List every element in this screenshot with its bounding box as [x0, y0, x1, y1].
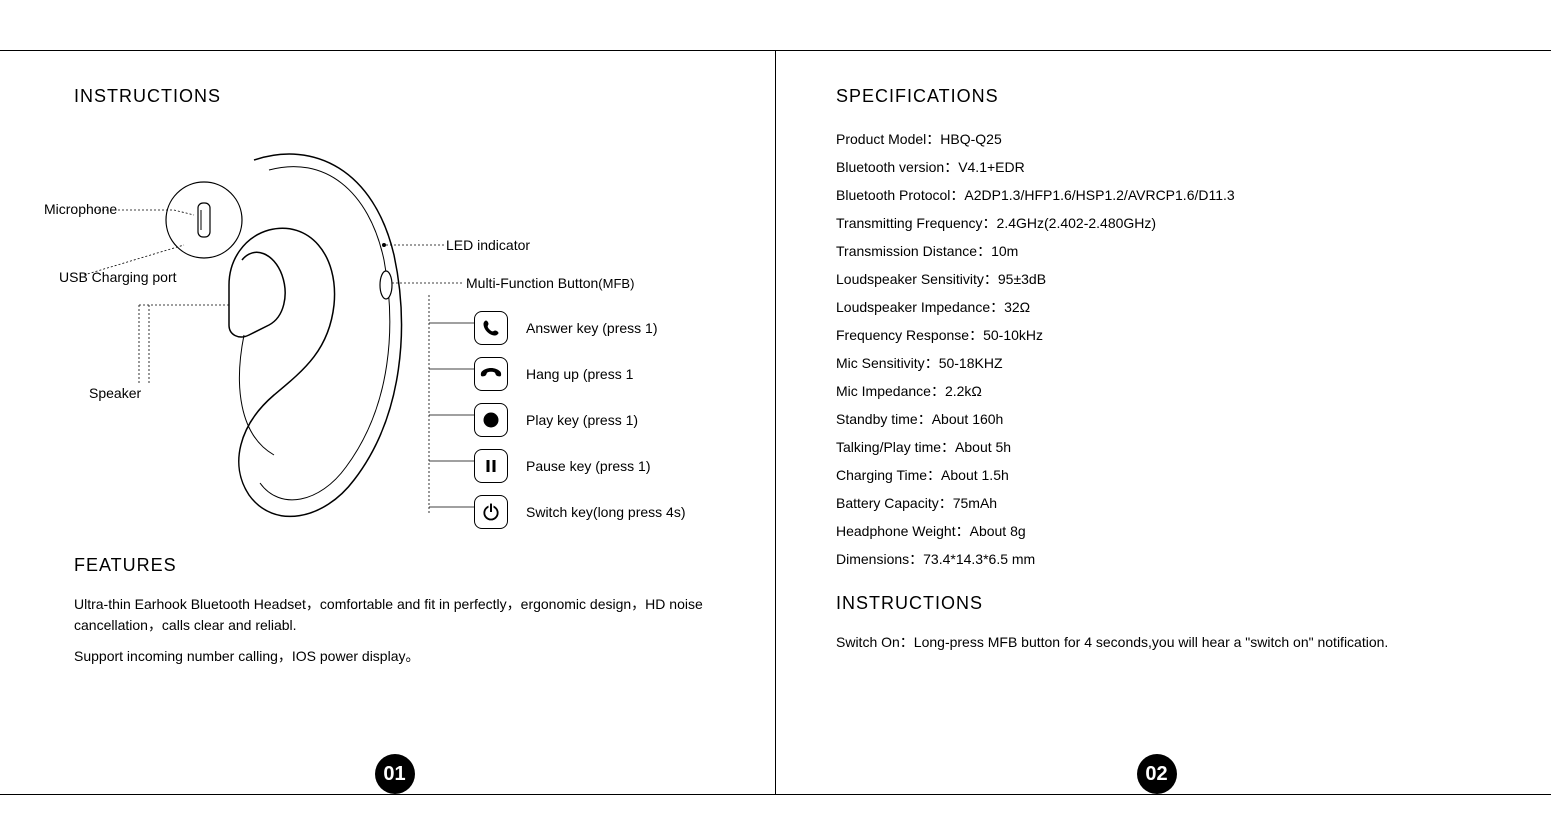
- mfb-row-power: Switch key(long press 4s): [474, 489, 686, 535]
- spec-row: Talking/Play time：About 5h: [836, 433, 1477, 461]
- spec-row: Battery Capacity：75mAh: [836, 489, 1477, 517]
- mfb-label-pause: Pause key (press 1): [526, 458, 651, 474]
- instructions-block-2: INSTRUCTIONS Switch On：Long-press MFB bu…: [836, 593, 1477, 652]
- instructions-title: INSTRUCTIONS: [74, 86, 715, 107]
- spec-row: Loudspeaker Impedance：32Ω: [836, 293, 1477, 321]
- spec-key: Bluetooth Protocol: [836, 187, 950, 203]
- spec-key: Talking/Play time: [836, 439, 941, 455]
- spec-key: Transmitting Frequency: [836, 215, 983, 231]
- spec-key: Dimensions: [836, 551, 909, 567]
- spec-key: Product Model: [836, 131, 926, 147]
- spec-row: Mic Impedance：2.2kΩ: [836, 377, 1477, 405]
- spec-val: About 5h: [955, 439, 1011, 455]
- spec-val: 2.4GHz(2.402-2.480GHz): [997, 215, 1157, 231]
- spec-key: Standby time: [836, 411, 918, 427]
- power-icon: [474, 495, 508, 529]
- spec-key: Bluetooth version: [836, 159, 944, 175]
- spec-val: About 8g: [970, 523, 1026, 539]
- spec-val: About 160h: [932, 411, 1004, 427]
- spec-val: 50-10kHz: [983, 327, 1043, 343]
- spec-key: Battery Capacity: [836, 495, 939, 511]
- spec-row: Transmitting Frequency：2.4GHz(2.402-2.48…: [836, 209, 1477, 237]
- spec-key: Transmission Distance: [836, 243, 977, 259]
- diagram-area: Microphone USB Charging port Speaker LED…: [74, 125, 715, 545]
- page-number-right: 02: [1137, 754, 1177, 794]
- spec-row: Product Model：HBQ-Q25: [836, 125, 1477, 153]
- spec-row: Transmission Distance：10m: [836, 237, 1477, 265]
- label-led: LED indicator: [446, 237, 530, 253]
- left-panel: INSTRUCTIONS: [14, 51, 776, 794]
- spec-row: Bluetooth Protocol：A2DP1.3/HFP1.6/HSP1.2…: [836, 181, 1477, 209]
- spec-row: Dimensions：73.4*14.3*6.5 mm: [836, 545, 1477, 573]
- spec-key: Mic Impedance: [836, 383, 931, 399]
- spec-val: HBQ-Q25: [940, 131, 1001, 147]
- spec-row: Frequency Response：50-10kHz: [836, 321, 1477, 349]
- spec-val: V4.1+EDR: [958, 159, 1025, 175]
- features-title: FEATURES: [74, 555, 715, 576]
- features-line-1: Ultra-thin Earhook Bluetooth Headset，com…: [74, 594, 715, 636]
- play-icon: [474, 403, 508, 437]
- spec-row: Charging Time：About 1.5h: [836, 461, 1477, 489]
- spec-val: 2.2kΩ: [945, 383, 982, 399]
- spec-key: Loudspeaker Impedance: [836, 299, 990, 315]
- spec-val: 50-18KHZ: [939, 355, 1003, 371]
- spec-val: A2DP1.3/HFP1.6/HSP1.2/AVRCP1.6/D11.3: [964, 187, 1234, 203]
- mfb-label-play: Play key (press 1): [526, 412, 638, 428]
- spec-list: Product Model：HBQ-Q25 Bluetooth version：…: [836, 125, 1477, 573]
- spec-key: Loudspeaker Sensitivity: [836, 271, 984, 287]
- spec-val: About 1.5h: [941, 467, 1009, 483]
- mfb-row-hangup: Hang up (press 1: [474, 351, 686, 397]
- right-panel: SPECIFICATIONS Product Model：HBQ-Q25 Blu…: [776, 51, 1537, 794]
- hangup-icon: [474, 357, 508, 391]
- spec-key: Mic Sensitivity: [836, 355, 925, 371]
- page-wrap: INSTRUCTIONS: [0, 50, 1551, 795]
- spec-val: 95±3dB: [998, 271, 1046, 287]
- label-mfb: Multi-Function Button(MFB): [466, 275, 634, 291]
- label-mfb-sub: (MFB): [598, 276, 634, 291]
- features-block: FEATURES Ultra-thin Earhook Bluetooth He…: [74, 555, 715, 667]
- mfb-label-power: Switch key(long press 4s): [526, 504, 686, 520]
- spec-val: 10m: [991, 243, 1018, 259]
- spec-val: 75mAh: [953, 495, 997, 511]
- features-line-2: Support incoming number calling，IOS powe…: [74, 646, 715, 667]
- spec-row: Loudspeaker Sensitivity：95±3dB: [836, 265, 1477, 293]
- spec-row: Headphone Weight：About 8g: [836, 517, 1477, 545]
- spec-key: Charging Time: [836, 467, 927, 483]
- spec-row: Standby time：About 160h: [836, 405, 1477, 433]
- mfb-action-list: Answer key (press 1) Hang up (press 1 Pl…: [474, 305, 686, 535]
- label-mfb-main: Multi-Function Button: [466, 275, 598, 291]
- phone-icon: [474, 311, 508, 345]
- specifications-title: SPECIFICATIONS: [836, 86, 1477, 107]
- page-number-left: 01: [375, 754, 415, 794]
- pause-icon: [474, 449, 508, 483]
- switch-on-text: Switch On：Long-press MFB button for 4 se…: [836, 632, 1477, 652]
- spec-val: 73.4*14.3*6.5 mm: [923, 551, 1035, 567]
- spec-row: Mic Sensitivity：50-18KHZ: [836, 349, 1477, 377]
- spec-key: Frequency Response: [836, 327, 969, 343]
- mfb-row-play: Play key (press 1): [474, 397, 686, 443]
- mfb-row-pause: Pause key (press 1): [474, 443, 686, 489]
- label-speaker: Speaker: [89, 385, 141, 401]
- label-usb-port: USB Charging port: [59, 269, 177, 285]
- spec-row: Bluetooth version：V4.1+EDR: [836, 153, 1477, 181]
- spec-val: 32Ω: [1004, 299, 1030, 315]
- spec-key: Headphone Weight: [836, 523, 956, 539]
- mfb-label-answer: Answer key (press 1): [526, 320, 657, 336]
- mfb-label-hangup: Hang up (press 1: [526, 366, 633, 382]
- instructions-title-2: INSTRUCTIONS: [836, 593, 1477, 614]
- label-microphone: Microphone: [44, 201, 117, 217]
- mfb-row-answer: Answer key (press 1): [474, 305, 686, 351]
